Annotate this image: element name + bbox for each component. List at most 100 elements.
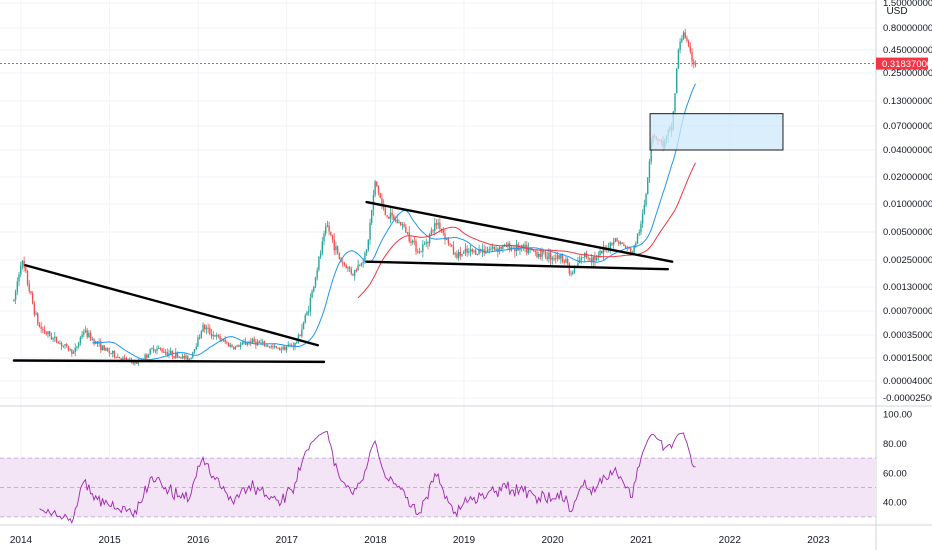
candle-body: [408, 232, 410, 242]
candle-body: [79, 337, 82, 343]
candle-body: [495, 248, 497, 250]
candle-body: [205, 327, 208, 330]
candle-body: [643, 205, 646, 214]
candle-body: [445, 238, 448, 240]
candle-body: [570, 273, 572, 275]
candle-body: [166, 352, 168, 355]
candle-body: [272, 346, 274, 348]
price-axis[interactable]: 1.50000000 0.80000000 0.45000000 0.25000000…: [0, 0, 932, 404]
candle-body: [132, 361, 134, 364]
candle-body: [296, 342, 298, 344]
candle-body: [527, 248, 530, 254]
last-price-tag[interactable]: [876, 57, 928, 70]
candle-body: [677, 49, 680, 69]
candle-body: [338, 252, 341, 259]
candle-body: [684, 32, 686, 38]
candle-body: [464, 248, 467, 253]
trendline[interactable]: [12, 359, 326, 364]
candle-body: [239, 344, 242, 347]
candle-body: [469, 249, 472, 252]
candle-body: [20, 265, 22, 275]
candle-body: [23, 260, 25, 268]
candle-body: [229, 344, 232, 347]
candle-body: [304, 315, 306, 323]
candle-body: [69, 349, 71, 351]
candle-body: [546, 256, 548, 259]
candle-body: [261, 341, 264, 343]
candle-body: [333, 239, 335, 251]
trendline[interactable]: [365, 260, 669, 271]
rsi-tick-label: 60.00: [883, 468, 907, 479]
candle-body: [461, 253, 463, 256]
candle-body: [91, 339, 93, 341]
candle-body: [582, 257, 584, 259]
candle-body: [88, 332, 90, 338]
candle-body: [89, 332, 92, 340]
candle-body: [231, 344, 233, 348]
candle-body: [149, 349, 151, 355]
candle-body: [26, 270, 29, 285]
candle-body: [60, 343, 63, 347]
candle-body: [135, 362, 138, 364]
candle-body: [398, 221, 400, 224]
candle-body: [238, 345, 240, 347]
candle-body: [45, 332, 47, 335]
candle-body: [42, 328, 44, 330]
candle-body: [623, 243, 625, 246]
candle-body: [180, 356, 182, 359]
candle-body: [428, 233, 431, 244]
time-tick-label: 2021: [630, 535, 653, 546]
candle-body: [381, 198, 383, 204]
candle-body: [270, 346, 272, 348]
candle-body: [681, 38, 683, 42]
candle-body: [84, 330, 87, 333]
candle-body: [676, 68, 678, 94]
candle-body: [18, 274, 20, 282]
candle-body: [682, 32, 685, 39]
price-tick-label: 0.45000000: [883, 45, 932, 56]
candle-body: [612, 241, 615, 245]
time-tick-label: 2019: [453, 535, 476, 546]
candle-body: [384, 208, 387, 216]
candle-body: [37, 313, 39, 325]
support-zone-rectangle[interactable]: [649, 113, 784, 151]
candle-body: [573, 267, 576, 273]
time-tick-label: 2020: [541, 535, 564, 546]
candle-body: [480, 248, 482, 251]
candle-body: [549, 252, 552, 260]
currency-label: USD: [886, 6, 907, 17]
candle-body: [98, 342, 100, 345]
candle-body: [277, 347, 279, 349]
candle-body: [16, 281, 19, 292]
candle-body: [326, 225, 329, 227]
candle-body: [200, 331, 203, 338]
candle-body: [691, 51, 693, 62]
candle-body: [457, 251, 460, 258]
candle-body: [198, 337, 201, 339]
candle-body: [330, 231, 332, 235]
candle-body: [405, 226, 407, 233]
candle-body: [509, 243, 511, 251]
candle-body: [233, 347, 235, 350]
price-tick-label: 0.00004000: [883, 376, 932, 387]
candle-body: [267, 345, 269, 347]
time-axis[interactable]: 2014 2015 2016 2017 2018 2019 2020 2021 2022 2023: [10, 535, 830, 546]
drawing-annotations: [12, 113, 784, 364]
candle-body: [693, 61, 695, 65]
trendline[interactable]: [365, 200, 674, 263]
candle-body: [486, 250, 489, 253]
candle-body: [532, 249, 535, 252]
candle-body: [394, 219, 397, 221]
candle-body: [113, 350, 116, 358]
candle-body: [350, 269, 352, 274]
price-tick-label: 0.01000000: [883, 199, 932, 210]
candle-body: [543, 250, 545, 253]
candle-body: [432, 230, 434, 232]
moving-averages: [92, 83, 696, 361]
candle-body: [318, 257, 320, 270]
candle-body: [195, 346, 197, 349]
trendline[interactable]: [24, 264, 320, 347]
candle-body: [515, 244, 518, 252]
candle-body: [609, 242, 611, 249]
